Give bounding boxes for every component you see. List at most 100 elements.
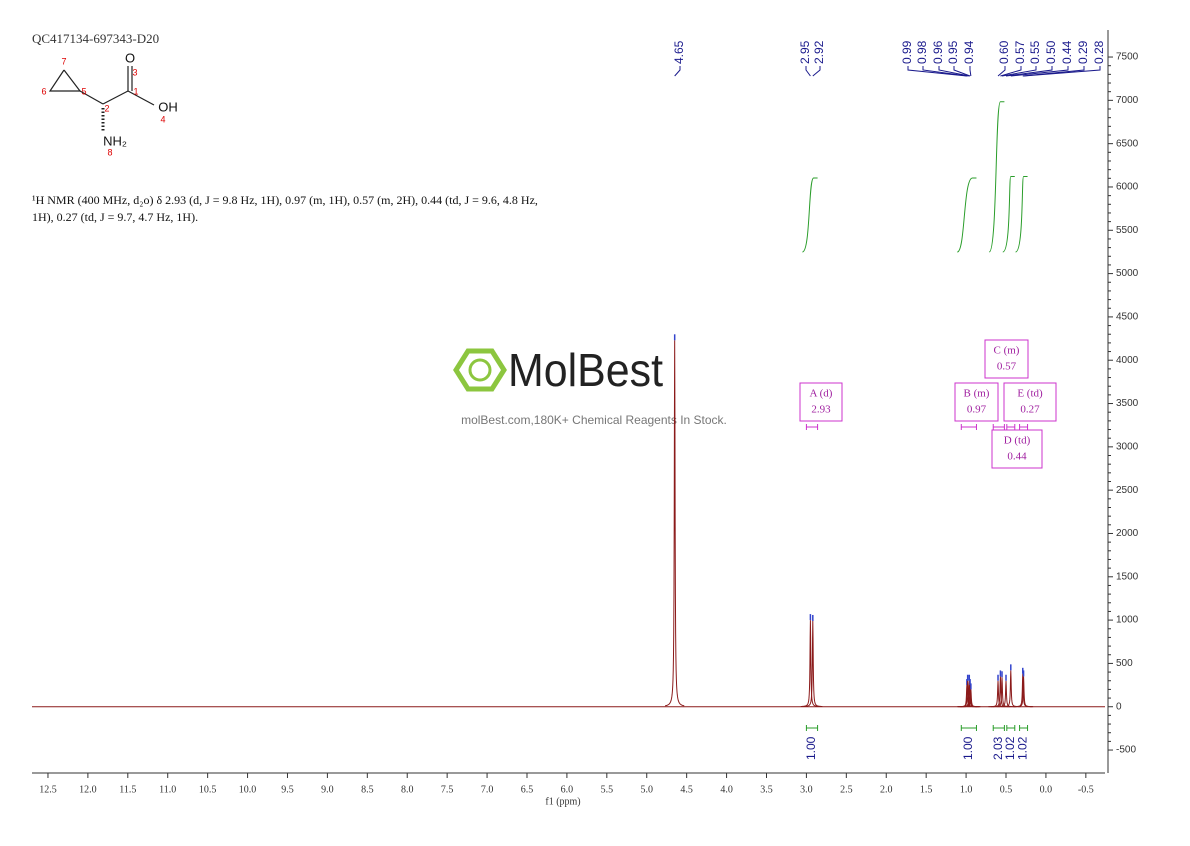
multiplet-label: C (m) [994, 345, 1020, 357]
peak-connector [1010, 66, 1069, 77]
multiplet-label: B (m) [964, 388, 990, 400]
x-tick-label: 9.0 [321, 784, 334, 795]
peak-connector [1001, 66, 1037, 77]
bond [48, 69, 82, 92]
integral-label: 2.03 [991, 736, 1005, 760]
peak-label: 0.28 [1092, 40, 1106, 64]
y-tick-label: 1000 [1116, 615, 1139, 626]
x-tick-label: 6.5 [521, 784, 534, 795]
logo [453, 348, 507, 392]
integral-label: 1.00 [961, 736, 975, 760]
multiplet-label: E (td) [1017, 388, 1043, 400]
peak-label: 0.96 [931, 40, 945, 64]
peak-label: 4.65 [672, 40, 686, 64]
multiplet-box [799, 382, 843, 422]
x-tick-label: 1.5 [920, 784, 933, 795]
y-tick-label: 5500 [1116, 225, 1139, 236]
peak-label: 0.98 [915, 40, 929, 64]
atom-number: 6 [41, 86, 46, 96]
atom-number: 5 [81, 86, 86, 96]
watermark-tagline: molBest.com,180K+ Chemical Reagents In S… [461, 413, 727, 427]
x-tick-label: 8.5 [361, 784, 374, 795]
peak-connector [1005, 66, 1053, 77]
structure-atoms: O OH NH₂ [103, 50, 178, 148]
peak-connector [812, 66, 821, 77]
peak-label: 0.95 [946, 40, 960, 64]
atom-number: 4 [160, 114, 165, 124]
peak [992, 677, 1012, 708]
peak [800, 620, 821, 708]
peak-connector [907, 66, 967, 77]
peak-label: 2.92 [812, 40, 826, 64]
integral-curve [988, 101, 1005, 253]
peak-label: 0.50 [1044, 40, 1058, 64]
peak-label: 0.57 [1013, 40, 1027, 64]
atom: OH [158, 99, 178, 114]
multiplet-range [1006, 424, 1016, 430]
integral-curve [956, 177, 977, 253]
multiplet-shift: 0.97 [967, 404, 987, 416]
x-tick-label: 12.5 [39, 784, 57, 795]
x-tick-label: 4.0 [720, 784, 733, 795]
y-tick-label: 6000 [1116, 182, 1139, 193]
x-tick-label: 9.5 [281, 784, 294, 795]
peak-connector [969, 66, 972, 77]
multiplet-label: D (td) [1004, 435, 1031, 447]
y-tick-label: 5000 [1116, 268, 1139, 279]
x-tick-label: 1.0 [960, 784, 973, 795]
multiplet-box [984, 339, 1029, 379]
y-tick-label: 6500 [1116, 138, 1139, 149]
multiplet-range [992, 424, 1005, 430]
watermark-brand: MolBest [508, 344, 663, 396]
y-tick-label: 3000 [1116, 441, 1139, 452]
peak-label: 0.44 [1060, 40, 1074, 64]
integral-bracket [992, 725, 1005, 731]
atom-number: 8 [107, 147, 112, 157]
peak-label: 0.29 [1076, 40, 1090, 64]
multiplet-box [954, 382, 999, 422]
peak-connector [805, 66, 811, 77]
atom: NH₂ [103, 133, 127, 148]
x-tick-label: 7.0 [481, 784, 494, 795]
multiplet-shift: 0.57 [997, 361, 1017, 373]
y-tick-label: 2500 [1116, 485, 1139, 496]
multiplet-range [1019, 424, 1029, 430]
bond [102, 90, 129, 105]
x-tick-label: 11.5 [119, 784, 136, 795]
peak-label: 0.55 [1028, 40, 1042, 64]
bond [79, 90, 104, 105]
multiplet-shift: 0.27 [1020, 404, 1040, 416]
peak-label: 0.60 [997, 40, 1011, 64]
integral-label: 1.02 [1003, 736, 1017, 760]
x-tick-label: 4.5 [680, 784, 693, 795]
x-tick-label: 11.0 [159, 784, 176, 795]
peak [664, 340, 685, 707]
integral-curve [1002, 176, 1015, 253]
chart-title: QC417134-697343-D20 [32, 31, 159, 46]
integral-bracket [960, 725, 977, 731]
integral-curve [801, 177, 818, 253]
x-tick-label: 10.0 [239, 784, 257, 795]
nmr-description: 1H), 0.27 (td, J = 9.7, 4.7 Hz, 1H). [32, 210, 198, 224]
multiplet-range [805, 424, 819, 430]
x-tick-label: 0.0 [1040, 784, 1053, 795]
y-tick-label: 500 [1116, 658, 1133, 669]
peak-connector [997, 66, 1006, 77]
peak-connector [674, 66, 681, 77]
integral-bracket [805, 725, 819, 731]
integral-label: 1.02 [1016, 736, 1030, 760]
integral-curve [1015, 176, 1028, 253]
atom-numbers: 1 2 3 4 5 6 7 8 [41, 56, 165, 157]
x-tick-label: 3.0 [800, 784, 813, 795]
integral-bracket [1006, 725, 1016, 731]
y-tick-label: -500 [1116, 745, 1136, 756]
peak-connector [953, 66, 971, 77]
x-tick-label: -0.5 [1078, 784, 1094, 795]
x-tick-label: 6.0 [561, 784, 574, 795]
atom: O [125, 50, 135, 65]
atom-number: 7 [61, 56, 66, 66]
atom-number: 2 [104, 103, 109, 113]
x-tick-label: 2.5 [840, 784, 853, 795]
